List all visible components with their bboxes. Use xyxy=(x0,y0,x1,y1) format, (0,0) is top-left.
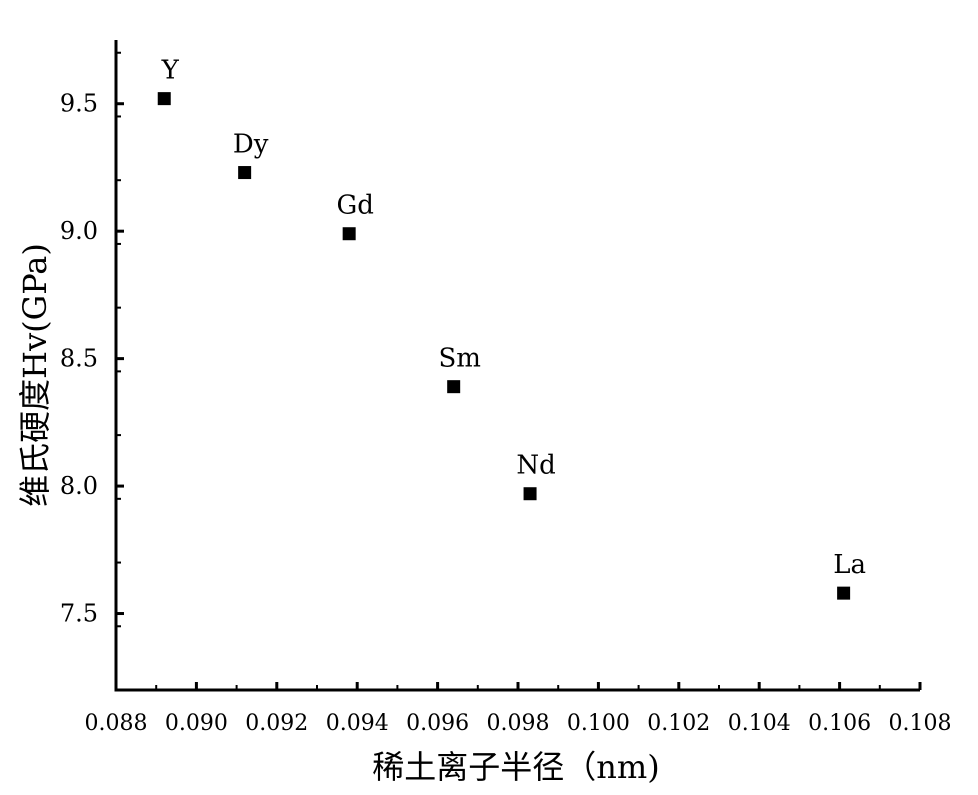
y-tick-label: 7.5 xyxy=(60,600,98,628)
data-points: Y Dy Gd Sm Nd La xyxy=(157,56,866,600)
x-axis-title: 稀土离子半径（nm) xyxy=(372,748,659,786)
x-tick-label: 0.094 xyxy=(326,711,389,736)
y-tick-label: 8.0 xyxy=(60,472,98,500)
data-point-label: Sm xyxy=(438,344,480,374)
x-ticks: 0.088 0.090 0.092 0.094 0.096 0.098 0.100 0.102… xyxy=(85,682,952,736)
data-point xyxy=(342,227,356,241)
data-point-label: Y xyxy=(161,56,180,86)
data-point xyxy=(447,380,461,394)
x-tick-label: 0.096 xyxy=(406,711,469,736)
x-tick-label: 0.106 xyxy=(808,711,871,736)
y-axis-title: 维氏硬度Hv(GPa) xyxy=(16,243,54,507)
x-tick-label: 0.088 xyxy=(85,711,148,736)
y-tick-label: 9.0 xyxy=(60,217,98,245)
x-tick-label: 0.104 xyxy=(728,711,791,736)
data-point xyxy=(523,487,537,501)
x-tick-label: 0.092 xyxy=(245,711,308,736)
data-point-label: Nd xyxy=(516,451,555,481)
data-point-label: Gd xyxy=(336,191,373,221)
data-point-label: Dy xyxy=(233,130,269,160)
x-tick-label: 0.108 xyxy=(889,711,952,736)
data-point xyxy=(157,92,171,106)
y-tick-label: 8.5 xyxy=(60,345,98,373)
x-tick-label: 0.102 xyxy=(647,711,710,736)
y-ticks: 7.5 8.0 8.5 9.0 9.5 xyxy=(60,51,124,691)
y-tick-label: 9.5 xyxy=(60,90,98,118)
data-point-label: La xyxy=(833,550,866,580)
data-point xyxy=(238,166,252,180)
x-tick-label: 0.100 xyxy=(567,711,630,736)
x-tick-label: 0.090 xyxy=(165,711,228,736)
data-point xyxy=(837,586,851,600)
x-tick-label: 0.098 xyxy=(487,711,550,736)
